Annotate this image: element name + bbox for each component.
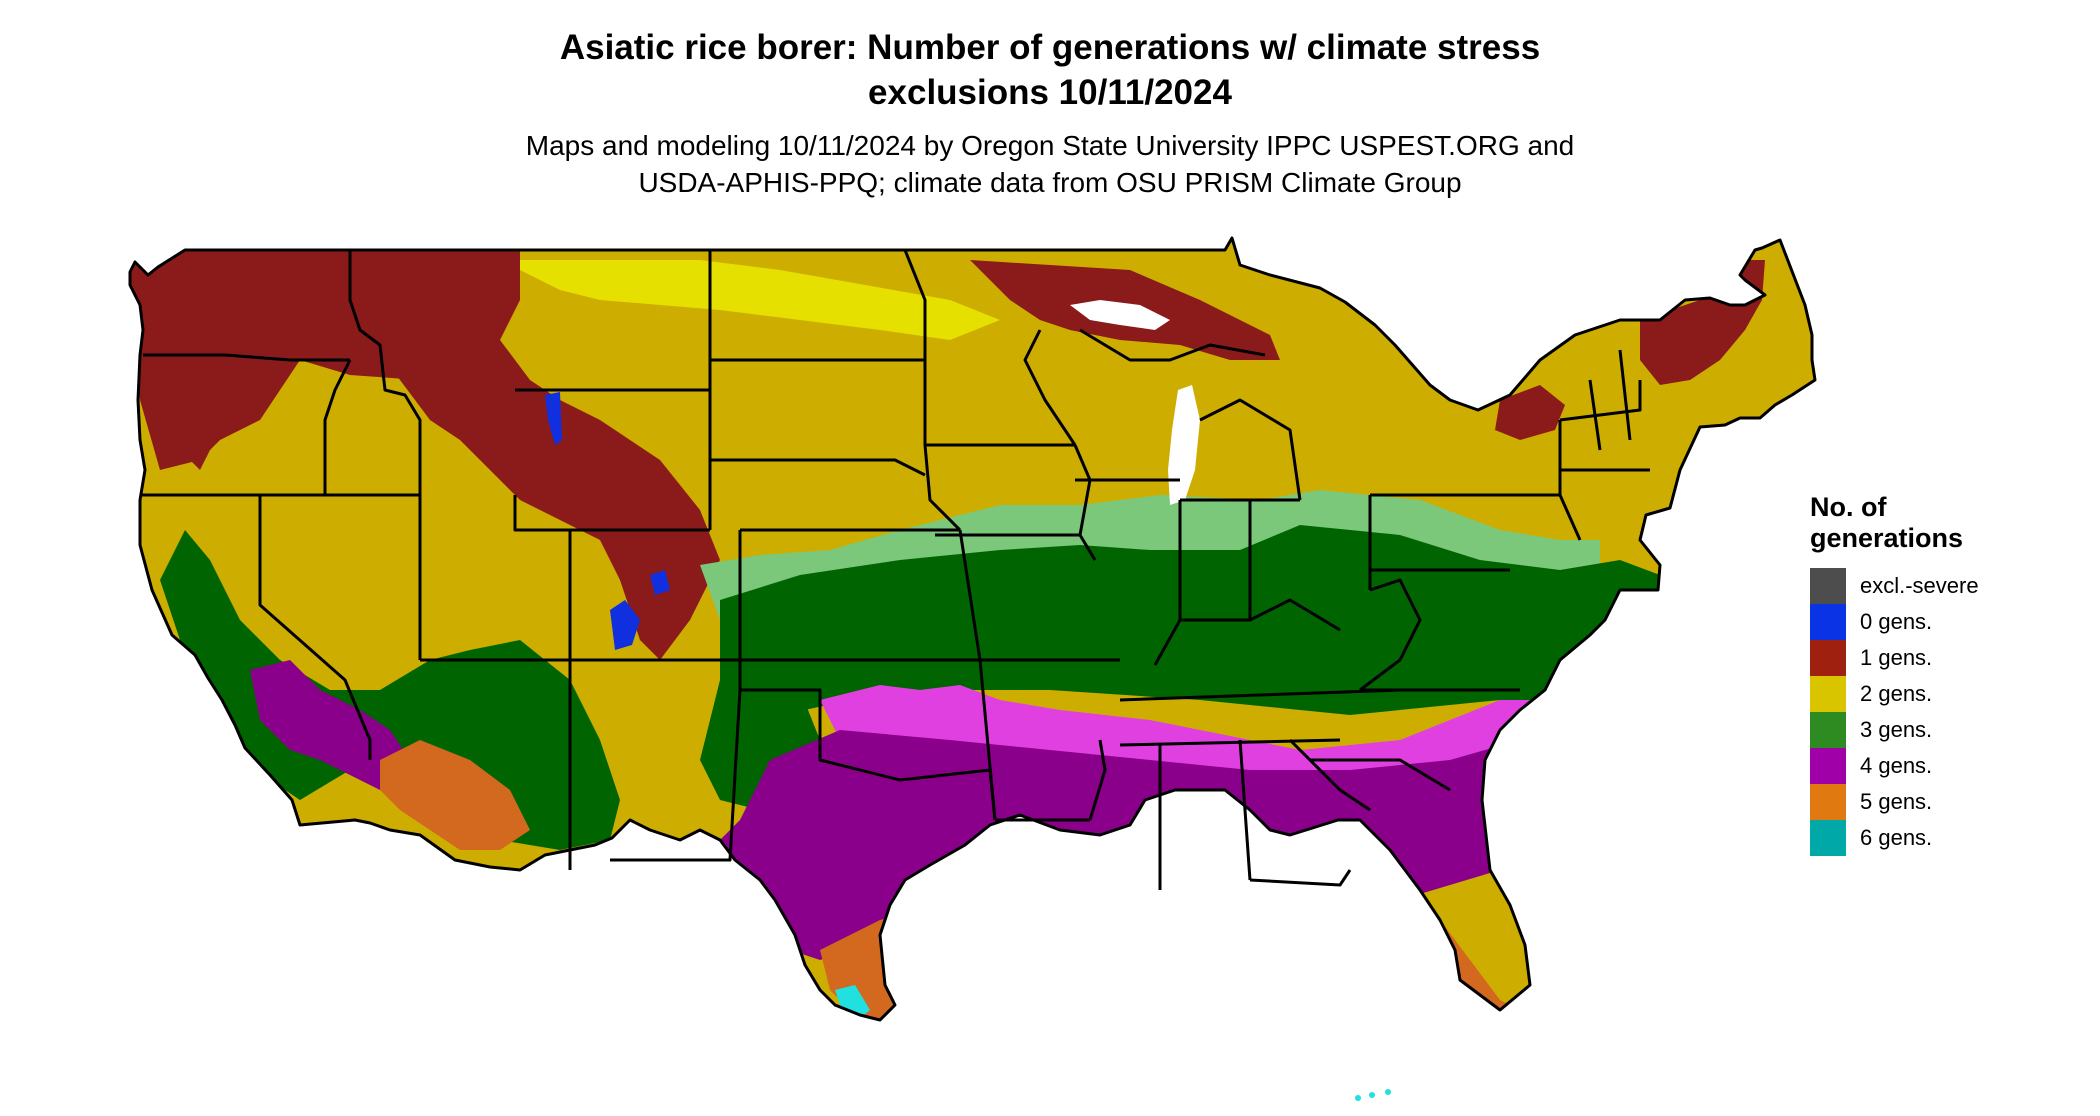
border-mi-upper bbox=[1079, 328, 1266, 362]
key-dot bbox=[1385, 1089, 1391, 1095]
legend-label: 5 gens. bbox=[1860, 789, 1933, 814]
legend-label: 0 gens. bbox=[1860, 609, 1933, 634]
border-wa-or bbox=[143, 353, 350, 362]
legend-items: excl.-severe 0 gens. 1 gens. 2 gens. 3 g… bbox=[1810, 568, 2070, 856]
legend-item-2-gens: 2 gens. bbox=[1810, 676, 2070, 712]
zone-3-gens-central bbox=[720, 525, 1660, 720]
border-id-east bbox=[348, 250, 422, 495]
legend-item-excl-severe: excl.-severe bbox=[1810, 568, 2070, 604]
state-borders bbox=[128, 236, 1817, 1022]
border-ca-nv bbox=[258, 495, 372, 760]
us-outline bbox=[128, 236, 1817, 1022]
border-or-id bbox=[323, 359, 352, 495]
legend-label: 2 gens. bbox=[1860, 681, 1933, 706]
legend: No. of generations excl.-severe 0 gens. … bbox=[1810, 492, 2070, 856]
zone-1-gens-rockies bbox=[340, 250, 720, 660]
border-wv bbox=[1359, 578, 1422, 692]
border-mn-wi bbox=[1023, 329, 1077, 446]
border-dakotas-mn bbox=[903, 249, 927, 445]
border-ia-il bbox=[1073, 444, 1097, 561]
legend-title-line-1: No. of bbox=[1810, 492, 1887, 522]
lake-michigan bbox=[1168, 385, 1200, 505]
legend-swatch bbox=[1810, 604, 1846, 640]
border-ky-tn bbox=[1119, 688, 1401, 702]
border-mi-lower bbox=[1199, 398, 1302, 501]
legend-swatch bbox=[1810, 748, 1846, 784]
zone-2-gens-light bbox=[500, 260, 1000, 340]
zone-5-gens-arizona bbox=[380, 740, 530, 850]
legend-label: 6 gens. bbox=[1860, 825, 1933, 850]
zone-0-gens-colorado-2 bbox=[650, 570, 670, 595]
zone-3-gens-texas-panhandle bbox=[700, 680, 820, 810]
legend-swatch bbox=[1810, 676, 1846, 712]
border-ne-ia bbox=[923, 444, 962, 532]
border-ga-sc bbox=[1288, 738, 1371, 812]
legend-title-line-2: generations bbox=[1810, 523, 1964, 553]
border-nc-sc bbox=[1310, 758, 1451, 792]
border-ks-mo bbox=[958, 529, 982, 661]
border-ky-oh bbox=[1180, 598, 1341, 632]
great-lakes bbox=[1070, 300, 1200, 505]
zone-3-gens-southwest bbox=[160, 530, 620, 850]
border-ar-ok bbox=[978, 659, 997, 821]
border-sd-ne bbox=[710, 458, 926, 477]
border-ny-vt bbox=[1558, 420, 1582, 541]
legend-swatch bbox=[1810, 568, 1846, 604]
map-fill-layers bbox=[130, 238, 1815, 1065]
legend-item-3-gens: 3 gens. bbox=[1810, 712, 2070, 748]
zone-6-gens-south-texas bbox=[835, 985, 870, 1020]
legend-item-5-gens: 5 gens. bbox=[1810, 784, 2070, 820]
border-vt-nh bbox=[1588, 379, 1602, 451]
legend-label: excl.-severe bbox=[1860, 573, 1979, 598]
zone-0-gens-wyoming bbox=[545, 392, 562, 445]
legend-item-4-gens: 4 gens. bbox=[1810, 748, 2070, 784]
key-dot bbox=[1369, 1092, 1375, 1098]
legend-label: 4 gens. bbox=[1860, 753, 1933, 778]
zone-6-gens-south-florida bbox=[1480, 1030, 1525, 1065]
map-subtitle-line-1: Maps and modeling 10/11/2024 by Oregon S… bbox=[525, 130, 1575, 161]
map-title-line-1: Asiatic rice borer: Number of generation… bbox=[559, 28, 1541, 67]
border-tn-south bbox=[1119, 738, 1341, 747]
key-dot bbox=[1355, 1095, 1361, 1101]
border-ga-fl bbox=[1249, 869, 1352, 887]
zone-0-gens-colorado bbox=[610, 600, 640, 650]
zone-1-gens-adirondacks bbox=[1495, 385, 1565, 440]
zone-5-gens-gulf-coast bbox=[820, 890, 1500, 1020]
legend-item-6-gens: 6 gens. bbox=[1810, 820, 2070, 856]
legend-label: 3 gens. bbox=[1860, 717, 1933, 742]
legend-swatch bbox=[1810, 820, 1846, 856]
border-nh-me bbox=[1618, 349, 1632, 441]
legend-swatch bbox=[1810, 640, 1846, 676]
legend-item-0-gens: 0 gens. bbox=[1810, 604, 2070, 640]
border-la-ms bbox=[1088, 739, 1107, 821]
zone-1-gens-oregon bbox=[140, 300, 280, 470]
border-al-ga bbox=[1238, 739, 1252, 881]
map-subtitle-line-2: USDA-APHIS-PPQ; climate data from OSU PR… bbox=[638, 167, 1462, 198]
lake-superior bbox=[1070, 300, 1170, 330]
border-nm-tx bbox=[610, 660, 742, 862]
zone-4-gens-southwest bbox=[250, 660, 410, 800]
map-title-line-2: exclusions 10/11/2024 bbox=[868, 73, 1232, 112]
border-new-england bbox=[1559, 380, 1642, 422]
legend-swatch bbox=[1810, 712, 1846, 748]
legend-swatch bbox=[1810, 784, 1846, 820]
florida-keys bbox=[1355, 1089, 1391, 1101]
legend-label: 1 gens. bbox=[1860, 645, 1933, 670]
legend-item-1-gens: 1 gens. bbox=[1810, 640, 2070, 676]
